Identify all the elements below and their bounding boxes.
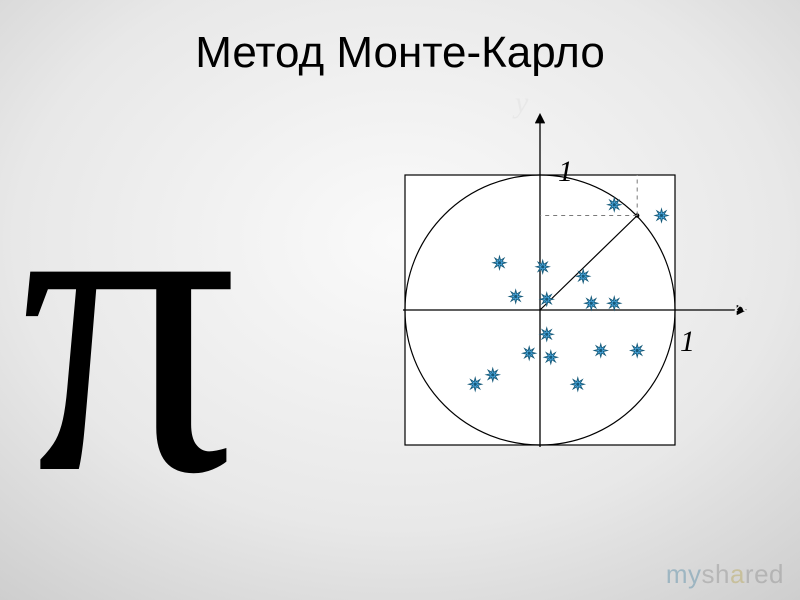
- plot-svg: [340, 100, 760, 520]
- tick-1-top: 1: [558, 155, 573, 189]
- pi-symbol: π: [20, 110, 237, 540]
- watermark-pre: my: [666, 559, 702, 589]
- page-title: Метод Монте-Карло: [0, 28, 800, 78]
- monte-carlo-plot: y x 1 1: [340, 100, 760, 520]
- y-axis-label: y: [515, 86, 528, 120]
- x-axis-label: x: [735, 285, 748, 319]
- watermark-a: a: [730, 559, 745, 589]
- tick-1-right: 1: [680, 325, 695, 359]
- watermark-mid: sh: [701, 559, 729, 589]
- watermark: myshared: [666, 559, 784, 590]
- watermark-end: red: [745, 559, 784, 589]
